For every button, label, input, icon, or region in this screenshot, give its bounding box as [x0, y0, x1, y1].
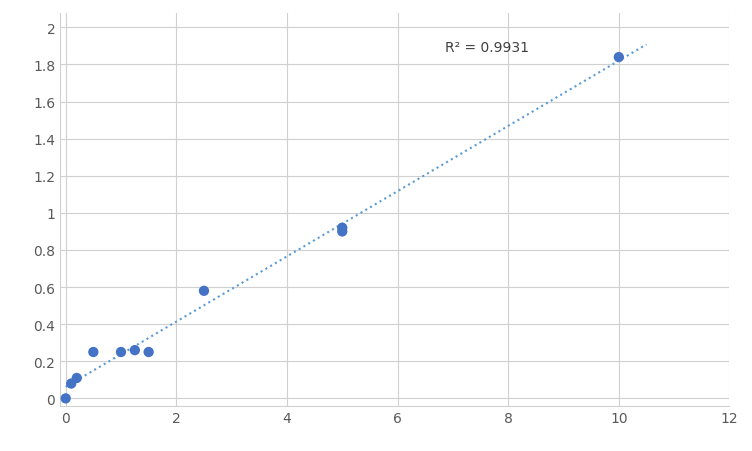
- Point: [613, 54, 625, 61]
- Point: [65, 380, 77, 387]
- Text: R² = 0.9931: R² = 0.9931: [444, 41, 529, 55]
- Point: [143, 349, 155, 356]
- Point: [336, 225, 348, 232]
- Point: [115, 349, 127, 356]
- Point: [71, 374, 83, 382]
- Point: [198, 288, 210, 295]
- Point: [87, 349, 99, 356]
- Point: [336, 228, 348, 235]
- Point: [59, 395, 71, 402]
- Point: [129, 347, 141, 354]
